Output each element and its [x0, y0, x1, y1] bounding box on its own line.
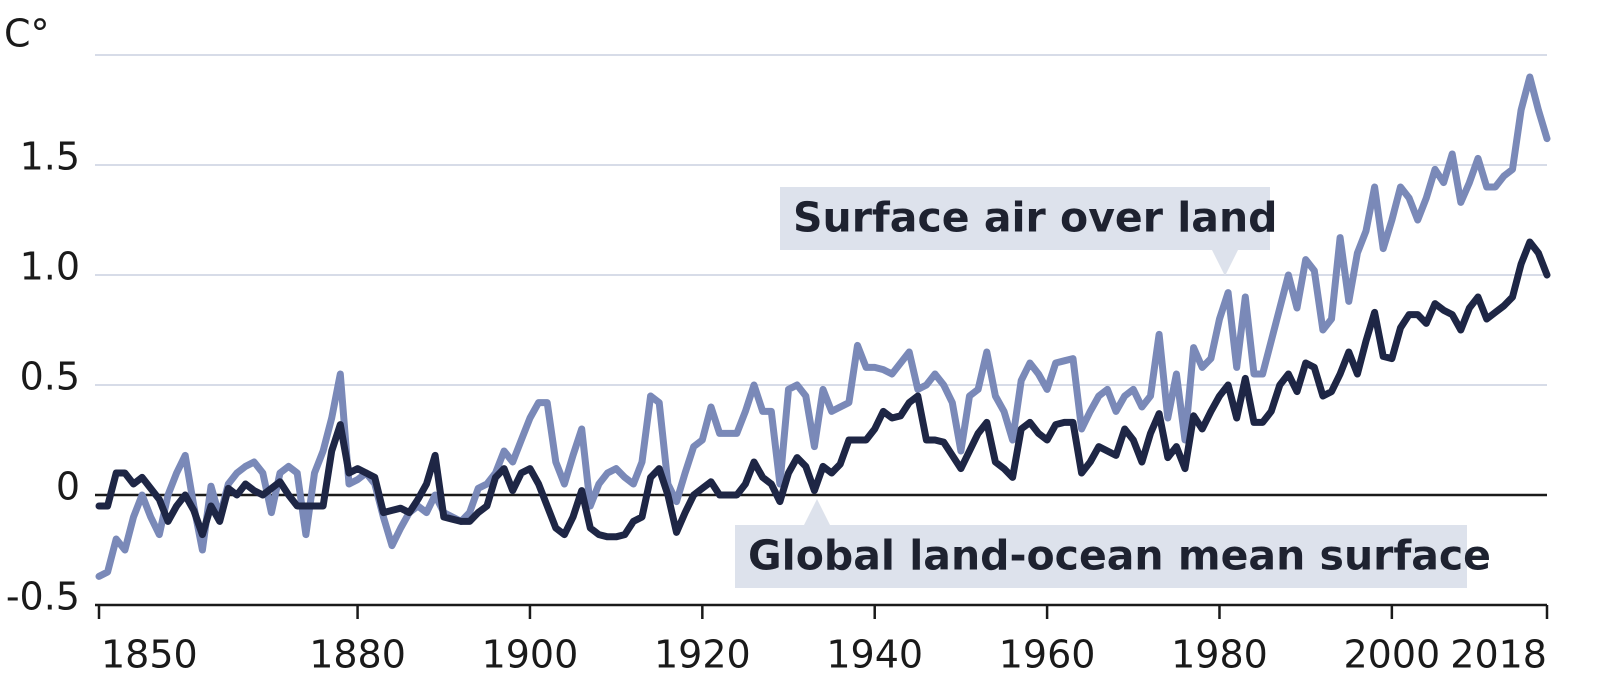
x-tick-label: 1850: [101, 633, 198, 677]
annotation-box: [780, 187, 1270, 250]
x-tick-label: 1920: [654, 633, 751, 677]
y-tick-label: -0.5: [6, 575, 80, 619]
y-tick-label: 1.5: [20, 135, 80, 179]
x-tick-label: 1960: [999, 633, 1096, 677]
y-tick-label: 0.5: [20, 355, 80, 399]
series-annotation: Global land-ocean mean surface: [748, 532, 1491, 580]
x-tick-label: 2018: [1450, 633, 1547, 677]
x-tick-label: 1980: [1171, 633, 1268, 677]
x-tick-label: 1880: [309, 633, 406, 677]
series-annotation: Surface air over land: [793, 194, 1278, 242]
x-tick-label: 1900: [482, 633, 579, 677]
series-line: [95, 73, 1551, 580]
y-tick-label: 1.0: [20, 245, 80, 289]
annotation-pointer: [804, 499, 830, 525]
x-tick-label: 1940: [826, 633, 923, 677]
annotation-pointer: [1212, 250, 1238, 276]
y-axis-unit: C°: [4, 12, 50, 56]
x-tick-label: 2000: [1343, 633, 1440, 677]
y-tick-label: 0: [56, 465, 80, 509]
series-line: [95, 238, 1551, 541]
annotation-box: [735, 525, 1467, 588]
